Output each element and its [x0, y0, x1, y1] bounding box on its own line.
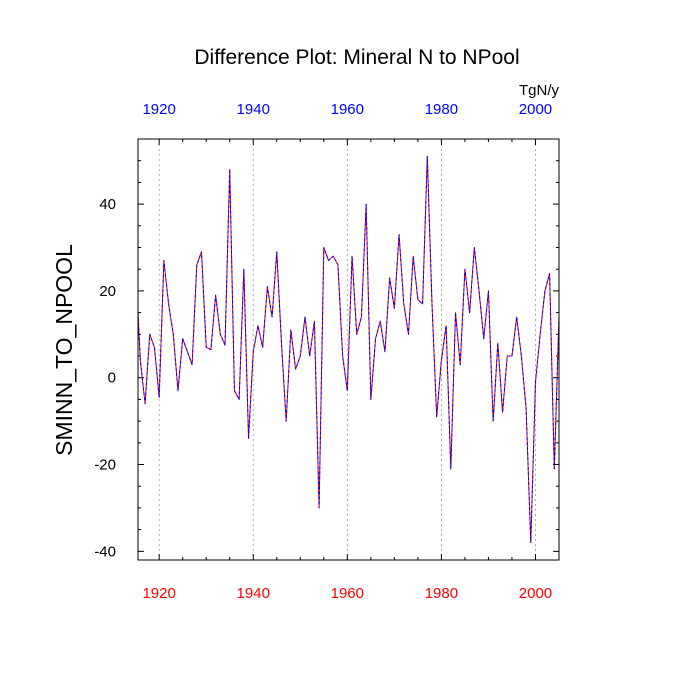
x-tick-label-top-1920: 1920 — [142, 101, 175, 118]
x-tick-label-bottom-1960: 1960 — [331, 585, 364, 602]
y-axis-label: SMINN_TO_NPOOL — [51, 244, 77, 456]
x-tick-label-top-1960: 1960 — [331, 101, 364, 118]
line-series-blue — [137, 155, 560, 544]
tick-labels: 1920 1940 1960 1980 2000 1920 1940 1960 1980 2000… — [94, 101, 552, 602]
y-tick-label--40: -40 — [94, 543, 116, 560]
plot-series — [137, 155, 560, 544]
x-tick-label-bottom-1920: 1920 — [142, 585, 175, 602]
x-tick-label-bottom-1940: 1940 — [237, 585, 270, 602]
y-tick-label-40: 40 — [99, 196, 116, 213]
x-tick-label-bottom-1980: 1980 — [425, 585, 458, 602]
units-label: TgN/y — [519, 82, 560, 99]
y-tick-label--20: -20 — [94, 457, 116, 474]
x-tick-label-top-2000: 2000 — [519, 101, 552, 118]
y-tick-label-20: 20 — [99, 283, 116, 300]
line-series-red — [137, 155, 560, 544]
x-tick-label-bottom-2000: 2000 — [519, 585, 552, 602]
chart-title: Difference Plot: Mineral N to NPool — [194, 46, 519, 69]
x-tick-label-top-1940: 1940 — [237, 101, 270, 118]
grid — [158, 139, 536, 560]
x-tick-label-top-1980: 1980 — [425, 101, 458, 118]
plot-frame — [137, 138, 560, 561]
y-tick-label-0: 0 — [108, 370, 116, 387]
